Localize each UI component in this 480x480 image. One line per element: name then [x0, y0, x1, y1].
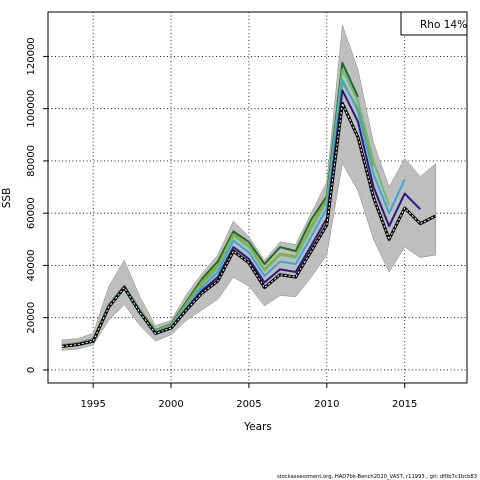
series-lines	[61, 61, 437, 348]
x-tick-label: 2010	[314, 399, 339, 410]
y-tick-label: 40000	[26, 250, 37, 282]
legend-box	[400, 11, 468, 36]
base-series-dash	[61, 101, 437, 347]
x-tick-label: 2015	[392, 399, 417, 410]
legend: Rho 14%	[400, 11, 468, 36]
y-tick-label: 20000	[26, 302, 37, 334]
x-tick-label: 2005	[236, 399, 261, 410]
y-axis-title: SSB	[1, 188, 13, 209]
plot-frame	[47, 11, 468, 384]
y-tick-label: 120000	[26, 37, 37, 75]
x-axis-title: Years	[243, 421, 272, 433]
y-axis: 0 20000 40000 60000 80000 100000 120000	[26, 37, 48, 373]
y-tick-label: 100000	[26, 90, 37, 128]
y-tick-label: 0	[26, 367, 37, 373]
x-tick-label: 1995	[80, 399, 105, 410]
footer-credit: stockassessment.org, HAD7bk-Bench2020_VA…	[277, 474, 477, 480]
x-axis: 1995 2000 2005 2010 2015	[80, 383, 417, 410]
x-tick-label: 2000	[158, 399, 183, 410]
legend-label: Rho 14%	[420, 19, 467, 31]
y-tick-label: 60000	[26, 197, 37, 229]
y-tick-label: 80000	[26, 145, 37, 177]
